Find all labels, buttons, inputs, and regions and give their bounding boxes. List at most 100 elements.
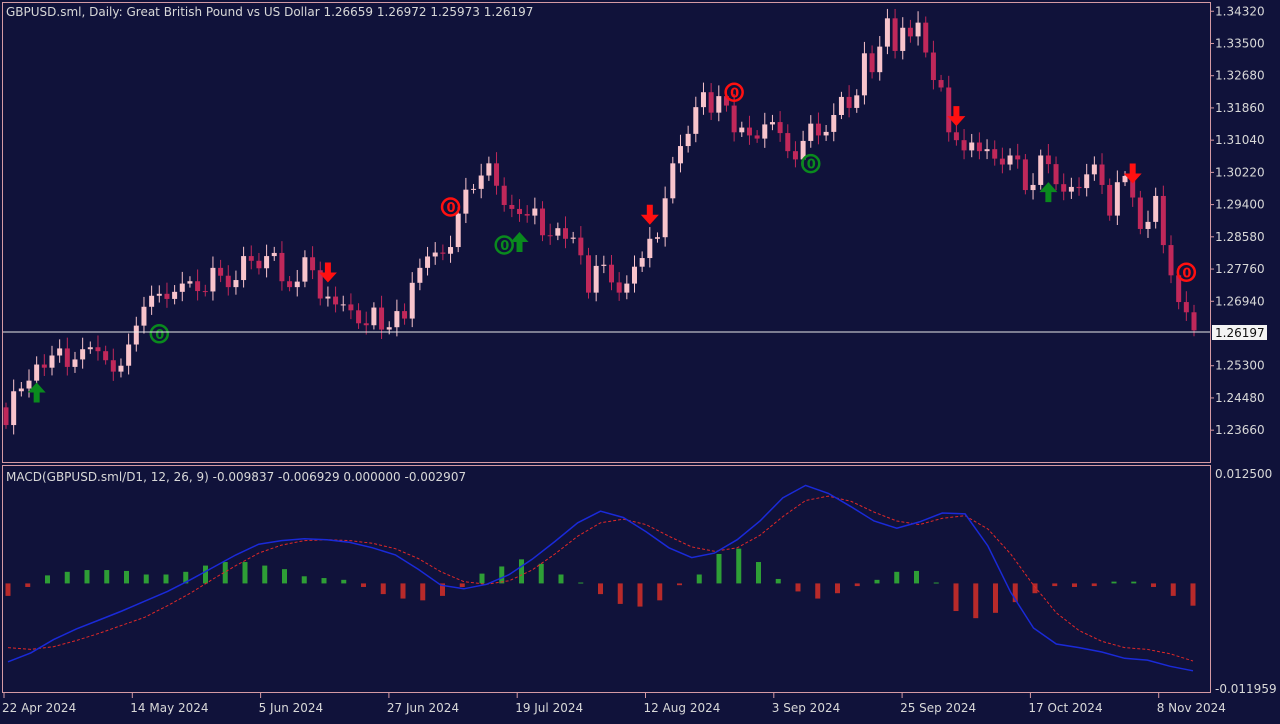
candle: [838, 91, 844, 120]
macd-histogram-bar: [242, 562, 248, 584]
candle-body: [877, 46, 883, 73]
candle: [72, 351, 78, 373]
candle-body: [700, 92, 706, 108]
candle: [1122, 171, 1128, 187]
macd-histogram-bar: [341, 579, 347, 584]
candle: [363, 311, 369, 335]
candle-body: [1183, 302, 1189, 313]
down-arrow-icon: [640, 204, 659, 225]
macd-axis-bottom-label: -0.011959: [1215, 682, 1277, 696]
candle: [999, 147, 1005, 174]
candle: [195, 269, 201, 301]
candle-body: [593, 265, 599, 293]
candle-body: [149, 295, 155, 307]
candle-body: [49, 355, 55, 368]
macd-indicator: [5, 484, 1196, 672]
candle-body: [777, 122, 783, 134]
candle: [992, 140, 998, 166]
candle: [18, 381, 24, 397]
candle: [302, 250, 308, 288]
macd-histogram-bar: [499, 566, 505, 584]
candle-body: [547, 235, 553, 237]
macd-histogram-bar: [459, 583, 465, 587]
candle-body: [126, 344, 132, 366]
zero-cross-icon: [149, 324, 170, 344]
candle: [95, 335, 101, 361]
candle-body: [248, 256, 254, 261]
candle-body: [348, 304, 354, 311]
candle: [49, 345, 55, 376]
candle-body: [80, 349, 86, 360]
macd-histogram-bar: [25, 583, 31, 587]
time-axis-label: 17 Oct 2024: [1028, 701, 1102, 715]
macd-histogram-bar: [874, 579, 880, 584]
candle-body: [517, 208, 523, 215]
candle-body: [11, 391, 17, 426]
candle-body: [1045, 155, 1051, 165]
candle-body: [455, 213, 461, 248]
candle-body: [769, 122, 775, 125]
macd-histogram-bar: [1032, 583, 1038, 594]
candle-body: [409, 282, 415, 319]
candle-body: [846, 96, 852, 108]
candle: [517, 199, 523, 222]
price-axis-label: 1.25300: [1215, 359, 1265, 373]
candle: [279, 241, 285, 291]
zero-cross-icon: 0: [447, 201, 456, 216]
candle: [64, 337, 70, 376]
candle: [631, 255, 637, 293]
price-axis: 1.34320 1.33500 1.32680 1.31860 1.31040 1.302…: [1210, 4, 1265, 437]
candle-body: [1160, 195, 1166, 246]
macd-histogram-bar: [1151, 583, 1156, 587]
candle-body: [417, 267, 423, 283]
candle: [639, 251, 645, 272]
candle-body: [915, 22, 921, 37]
candle-body: [1176, 275, 1182, 303]
candle: [333, 286, 339, 313]
candle-body: [509, 204, 515, 209]
candle: [923, 16, 929, 58]
candle-body: [103, 351, 109, 361]
macd-histogram-bar: [321, 578, 327, 584]
candle: [141, 296, 147, 334]
candle-body: [563, 228, 569, 239]
candle-body: [179, 283, 185, 292]
candle: [969, 133, 975, 158]
macd-histogram-bar: [1091, 583, 1097, 587]
macd-histogram-bar: [716, 553, 722, 584]
price-axis-label: 1.29400: [1215, 198, 1265, 212]
macd-histogram-bar: [1190, 583, 1196, 606]
time-axis-label: 22 Apr 2024: [2, 701, 76, 715]
candle-body: [647, 238, 653, 259]
candle-body: [854, 95, 860, 108]
candle: [1160, 185, 1166, 254]
time-axis-label: 5 Jun 2024: [259, 701, 324, 715]
candle: [693, 96, 699, 143]
candle: [907, 19, 913, 43]
candle-body: [808, 123, 814, 141]
candle: [1015, 143, 1021, 169]
candle: [1038, 149, 1044, 190]
candle-body: [18, 388, 24, 392]
macd-histogram-bar: [657, 583, 663, 601]
candle: [310, 246, 316, 280]
candle: [654, 232, 660, 243]
macd-histogram-bar: [1072, 583, 1077, 587]
macd-histogram-bar: [380, 583, 386, 595]
candle-body: [654, 237, 660, 239]
candle: [570, 231, 576, 244]
candle-body: [110, 360, 116, 372]
candle-body: [356, 310, 362, 324]
candle: [325, 286, 331, 307]
candle: [608, 254, 614, 291]
price-axis-label: 1.28580: [1215, 230, 1265, 244]
candle-body: [448, 247, 454, 254]
candle-body: [187, 281, 193, 284]
candle: [854, 89, 860, 113]
candle-body: [930, 52, 936, 81]
candle-body: [616, 282, 622, 293]
candle-body: [961, 140, 967, 151]
candle: [1007, 148, 1013, 171]
